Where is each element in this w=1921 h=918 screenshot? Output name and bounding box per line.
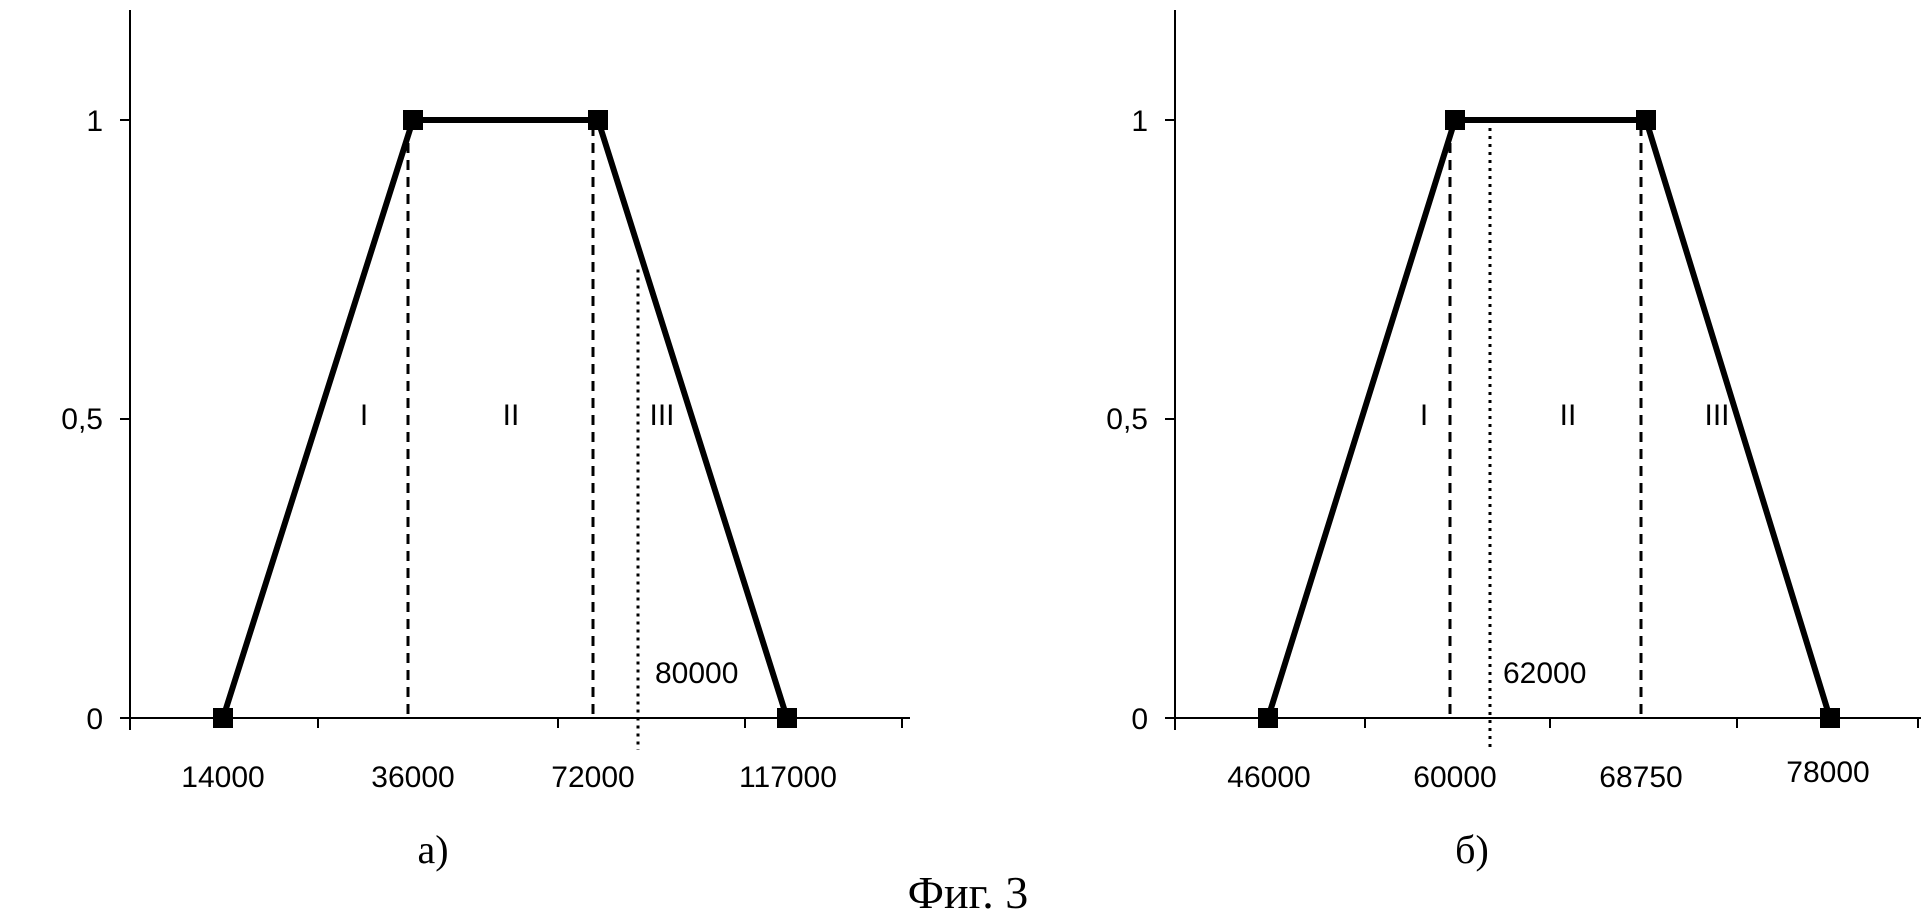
- panel-label-a: а): [417, 827, 448, 872]
- region-label-iii: III: [649, 399, 674, 432]
- data-point-marker: [588, 110, 608, 130]
- y-tick-labels: 0 0,5 1: [1106, 105, 1148, 736]
- region-label-i: I: [1420, 399, 1428, 432]
- dotted-line-label: 62000: [1503, 657, 1586, 690]
- dashed-lines: [1448, 126, 1643, 718]
- panel-label-b: б): [1455, 827, 1489, 872]
- y-tick-labels: 0 0,5 1: [61, 105, 103, 736]
- x-tick-label: 68750: [1599, 761, 1682, 794]
- data-point-marker: [213, 708, 233, 728]
- series-line: [1265, 117, 1833, 719]
- x-tick-label: 46000: [1227, 761, 1310, 794]
- y-tick-marks: [120, 119, 130, 719]
- dashed-lines: [406, 126, 595, 718]
- region-label-ii: II: [503, 399, 520, 432]
- y-tick-label: 0,5: [1106, 403, 1148, 436]
- y-tick-label: 1: [86, 105, 103, 138]
- data-point-marker: [403, 110, 423, 130]
- x-tick-labels: 14000 36000 72000 117000: [181, 761, 837, 794]
- y-tick-label: 0,5: [61, 403, 103, 436]
- series-line: [220, 117, 790, 719]
- series: [1265, 117, 1833, 719]
- data-point-marker: [1258, 708, 1278, 728]
- data-point-marker: [1820, 708, 1840, 728]
- series: [220, 117, 790, 719]
- data-point-marker: [1636, 110, 1656, 130]
- x-tick-label: 60000: [1413, 761, 1496, 794]
- data-point-marker: [777, 708, 797, 728]
- x-tick-labels: 46000 60000 68750 78000: [1227, 756, 1869, 794]
- x-tick-label: 117000: [739, 761, 837, 794]
- y-tick-label: 1: [1131, 105, 1148, 138]
- markers: [213, 110, 797, 728]
- region-label-i: I: [360, 399, 368, 432]
- region-labels: I II III: [360, 399, 675, 432]
- y-tick-label: 0: [86, 703, 103, 736]
- markers: [1258, 110, 1840, 728]
- x-tick-marks: [1174, 718, 1919, 728]
- region-label-iii: III: [1704, 399, 1729, 432]
- x-tick-label: 14000: [181, 761, 264, 794]
- x-tick-label: 78000: [1786, 756, 1869, 789]
- region-label-ii: II: [1560, 399, 1577, 432]
- x-tick-label: 72000: [551, 761, 634, 794]
- x-tick-marks: [129, 718, 903, 728]
- dotted-line-label: 80000: [655, 657, 738, 690]
- figure-caption: Фиг. 3: [908, 867, 1029, 918]
- region-labels: I II III: [1420, 399, 1730, 432]
- chart-panel-b: 46000 60000 68750 78000 0 0,5 1 I II III…: [1106, 10, 1921, 872]
- chart-panel-a: 14000 36000 72000 117000 0 0,5 1 I II II…: [61, 10, 910, 872]
- y-tick-label: 0: [1131, 703, 1148, 736]
- y-tick-marks: [1165, 119, 1175, 719]
- data-point-marker: [1445, 110, 1465, 130]
- x-tick-label: 36000: [371, 761, 454, 794]
